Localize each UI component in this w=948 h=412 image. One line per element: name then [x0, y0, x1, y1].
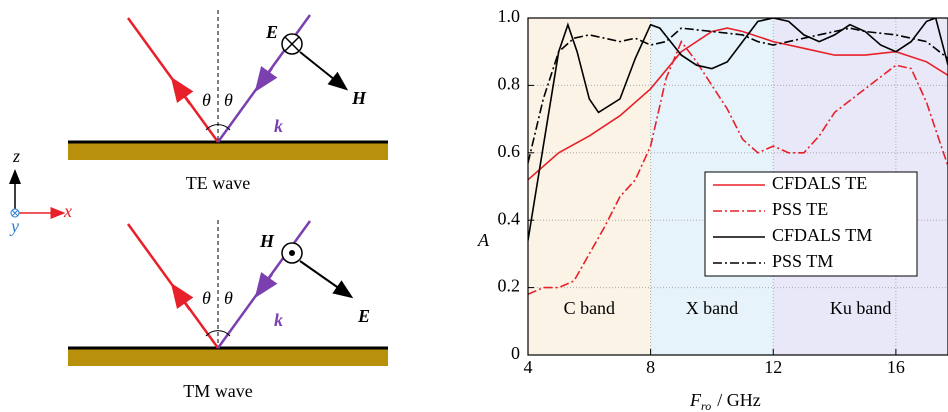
reflected-ray [126, 17, 220, 143]
angle-arc [205, 124, 231, 131]
caption: TE wave [186, 173, 250, 193]
te-panel: E H k θ θ TE wave [68, 10, 388, 193]
x-label: x [63, 201, 72, 221]
series-line [528, 40, 948, 296]
x-axis-label-part: F [689, 390, 702, 410]
x-axis-label-part: / GHz [717, 390, 761, 410]
legend-label: PSS TE [772, 199, 828, 219]
x-tick-label: 4 [524, 357, 533, 377]
x-tick-label: 16 [887, 357, 905, 377]
band-label: Ku band [830, 298, 892, 318]
e-label: E [357, 306, 370, 326]
band-label: C band [564, 298, 616, 318]
y-tick-label: 0.8 [498, 74, 521, 94]
y-tick-label: 0.6 [498, 141, 521, 161]
cross [284, 36, 300, 52]
y-label: y [9, 216, 19, 236]
angle-arc [205, 330, 231, 337]
reflected-arrow [170, 76, 194, 105]
x-axis-label-part: ro [701, 399, 711, 412]
band-label: X band [686, 298, 739, 318]
series-line [528, 27, 948, 164]
theta: θ [202, 288, 211, 308]
dot [289, 250, 295, 256]
x-tick-label: 12 [764, 357, 782, 377]
legend-label: CFDALS TE [772, 173, 867, 193]
theta: θ [202, 90, 211, 110]
e-arrow [299, 260, 354, 299]
theta: θ [224, 90, 233, 110]
ground [68, 348, 388, 366]
reflected-ray [126, 223, 220, 349]
k-label: k [274, 116, 283, 136]
series-line [528, 27, 948, 181]
chart: 4 8 12 16 0 0.2 0.4 0.6 0.8 1.0 C band X band Ku ban… [477, 6, 948, 412]
legend-label: CFDALS TM [772, 225, 872, 245]
tm-panel: H E k θ θ TM wave [68, 220, 388, 401]
caption: TM wave [183, 381, 252, 401]
legend-label: PSS TM [772, 251, 833, 271]
y-cross [11, 209, 19, 217]
h-label: H [259, 231, 275, 251]
h-arrow [299, 51, 349, 91]
coordinate-axes: z x y [9, 146, 72, 236]
legend-box [704, 171, 918, 277]
series-line [528, 18, 948, 241]
y-axis-label: A [477, 230, 490, 250]
theta: θ [224, 288, 233, 308]
e-label: E [265, 22, 278, 42]
y-tick-label: 0.4 [498, 208, 521, 228]
x-axis-label: Fro / GHz [689, 390, 761, 412]
plot-frame [527, 17, 948, 356]
x-tick-label: 8 [646, 357, 655, 377]
y-tick-label: 0 [511, 343, 520, 363]
ground [68, 142, 388, 160]
incident-arrow [254, 272, 278, 299]
k-label: k [274, 310, 283, 330]
y-tick-label: 0.2 [498, 276, 521, 296]
incident-arrow [254, 66, 278, 93]
legend: CFDALS TE PSS TE CFDALS TM PSS TM [704, 171, 918, 277]
z-label: z [12, 146, 20, 166]
y-tick-label: 1.0 [498, 6, 521, 26]
h-label: H [351, 88, 367, 108]
reflected-arrow [170, 282, 194, 311]
